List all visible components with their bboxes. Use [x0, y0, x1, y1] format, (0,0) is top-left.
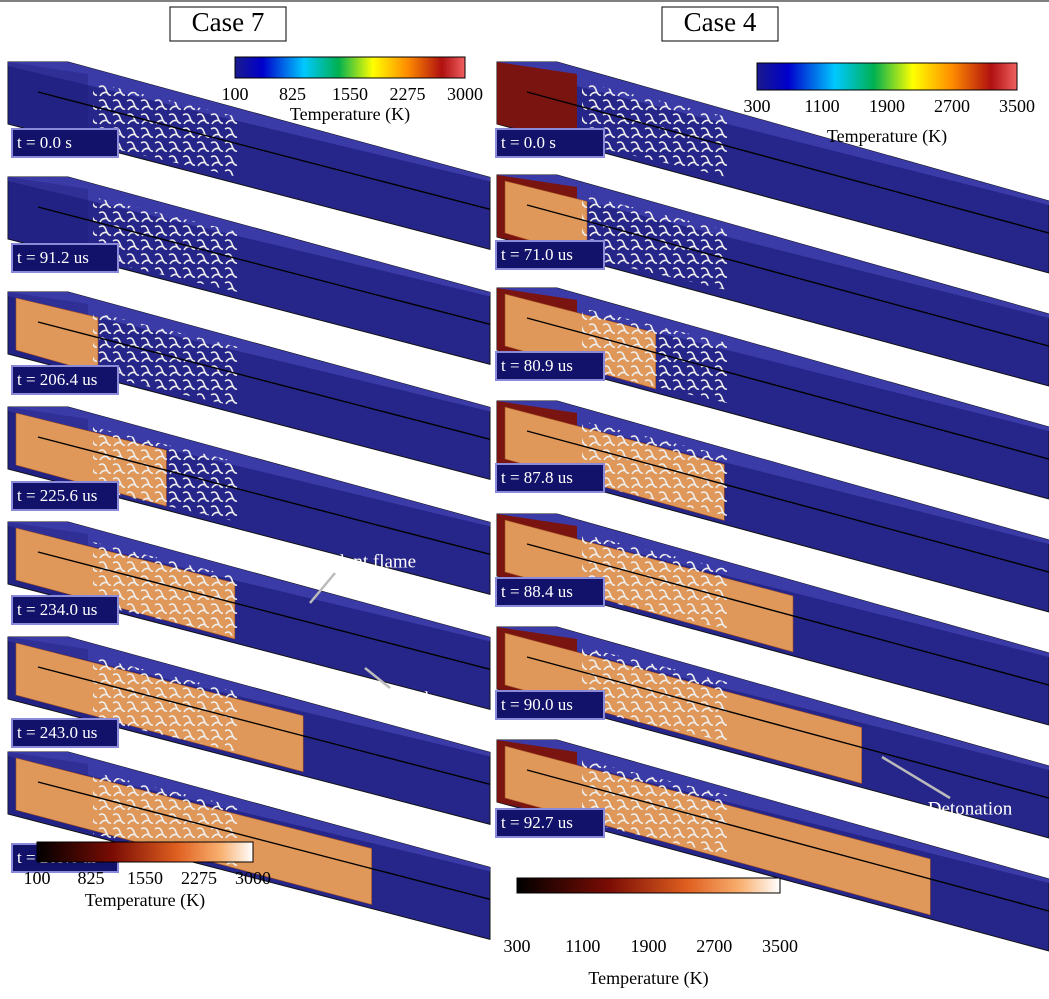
- colorbar: [517, 878, 780, 893]
- colorbar-tick: 1550: [332, 84, 368, 104]
- colorbar-tick: 2275: [390, 84, 426, 104]
- colorbar-tick: 300: [504, 936, 531, 956]
- colorbar-tick: 3500: [999, 96, 1035, 116]
- time-label: t = 88.4 us: [501, 582, 573, 601]
- time-label: t = 206.4 us: [17, 370, 97, 389]
- time-label: t = 92.7 us: [501, 813, 573, 832]
- colorbar: [37, 842, 253, 862]
- annotation: Detonation: [928, 798, 1013, 819]
- colorbar-tick: 2275: [181, 868, 217, 888]
- colorbar-tick: 1900: [631, 936, 667, 956]
- time-label: t = 243.0 us: [17, 723, 97, 742]
- colorbar-tick: 3500: [762, 936, 798, 956]
- colorbar-label: Temperature (K): [85, 890, 205, 911]
- colorbar-tick: 3000: [447, 84, 483, 104]
- colorbar-tick: 100: [24, 868, 51, 888]
- colorbar-tick: 100: [222, 84, 249, 104]
- colorbar-label: Temperature (K): [588, 968, 708, 989]
- colorbar-tick: 1900: [869, 96, 905, 116]
- time-label: t = 71.0 us: [501, 245, 573, 264]
- time-label: t = 0.0 s: [501, 133, 556, 152]
- colorbar-tick: 825: [78, 868, 105, 888]
- colorbar: [757, 63, 1017, 90]
- case-title: Case 7: [192, 7, 265, 37]
- colorbar-tick: 1100: [804, 96, 839, 116]
- case-title: Case 4: [684, 7, 757, 37]
- colorbar-tick: 825: [279, 84, 306, 104]
- colorbar-label: Temperature (K): [827, 126, 947, 147]
- colorbar-tick: 300: [744, 96, 771, 116]
- time-label: t = 87.8 us: [501, 468, 573, 487]
- colorbar: [235, 57, 465, 78]
- colorbar-tick: 1100: [565, 936, 600, 956]
- time-label: t = 90.0 us: [501, 695, 573, 714]
- time-label: t = 80.9 us: [501, 356, 573, 375]
- time-label: t = 234.0 us: [17, 600, 97, 619]
- colorbar-tick: 2700: [696, 936, 732, 956]
- annotation: Turbulent flame: [294, 551, 416, 572]
- figure: Case 7 t = 0.0 s t = 91.2 us t = 206.4 us t …: [0, 0, 1049, 999]
- colorbar-tick: 3000: [235, 868, 271, 888]
- time-label: t = 91.2 us: [17, 248, 89, 267]
- colorbar-tick: 1550: [127, 868, 163, 888]
- panels: Case 7 t = 0.0 s t = 91.2 us t = 206.4 us t …: [8, 7, 1049, 989]
- colorbar-label: Temperature (K): [290, 104, 410, 125]
- time-label: t = 225.6 us: [17, 486, 97, 505]
- time-label: t = 0.0 s: [17, 133, 72, 152]
- colorbar-tick: 2700: [934, 96, 970, 116]
- annotation: Shock: [386, 688, 434, 709]
